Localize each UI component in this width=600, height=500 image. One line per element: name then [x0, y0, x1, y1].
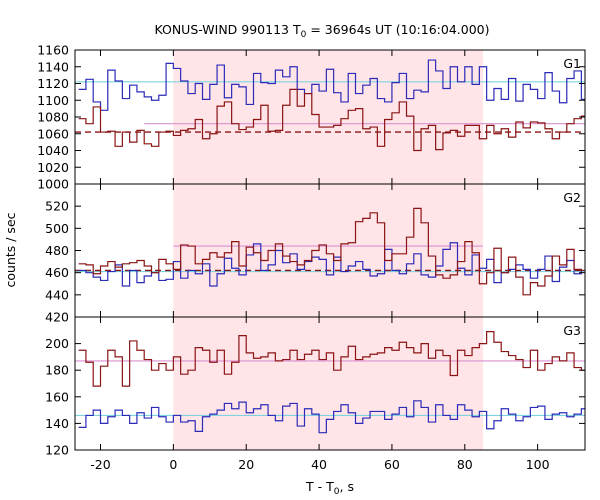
- panel-label: G2: [563, 190, 581, 205]
- y-tick-label: 1060: [37, 126, 69, 141]
- panel-label: G1: [563, 56, 581, 71]
- x-axis-label-rest: , s: [340, 479, 354, 494]
- y-tick-label: 1020: [37, 160, 69, 175]
- y-tick-label: 460: [45, 265, 69, 280]
- x-tick-label: -20: [90, 457, 110, 472]
- y-tick-label: 1100: [37, 93, 69, 108]
- chart-title: KONUS-WIND 990113 T0 = 36964s UT (10:16:…: [154, 22, 489, 40]
- x-tick-label: 80: [457, 457, 473, 472]
- highlight-interval: [173, 50, 483, 450]
- x-tick-label: 60: [384, 457, 400, 472]
- x-axis-label-main: T - T: [305, 479, 334, 494]
- y-tick-label: 1160: [37, 43, 69, 58]
- y-tick-label: 1000: [37, 177, 69, 192]
- x-axis-label-subscript: 0: [334, 487, 340, 497]
- y-tick-label: 1040: [37, 143, 69, 158]
- y-tick-label: 160: [45, 389, 69, 404]
- series-a-g3: [78, 400, 585, 434]
- y-tick-label: 180: [45, 363, 69, 378]
- panel-g2: [75, 207, 585, 296]
- series-a-g2: [78, 242, 585, 287]
- y-tick-label: 420: [45, 310, 69, 325]
- x-axis-label: T - T0, s: [305, 479, 354, 497]
- series-b-g2: [78, 207, 585, 296]
- y-tick-label: 1140: [37, 59, 69, 74]
- series-b-g3: [78, 331, 585, 387]
- panel-label: G3: [563, 323, 581, 338]
- y-axis-label: counts / sec: [3, 212, 18, 287]
- y-tick-label: 200: [45, 336, 69, 351]
- x-tick-label: 0: [169, 457, 177, 472]
- y-tick-label: 440: [45, 287, 69, 302]
- y-tick-label: 1080: [37, 110, 69, 125]
- plot-area: 100010201040106010801100112011401160G142…: [37, 43, 586, 472]
- y-tick-label: 520: [45, 199, 69, 214]
- series-b-g1: [78, 88, 585, 152]
- y-tick-label: 140: [45, 416, 69, 431]
- chart-title-subscript: 0: [301, 30, 307, 40]
- x-tick-label: 20: [238, 457, 254, 472]
- y-tick-label: 120: [45, 443, 69, 458]
- x-tick-label: 100: [526, 457, 550, 472]
- x-tick-label: 40: [311, 457, 327, 472]
- panel-g1: [75, 59, 585, 152]
- panel-frame: [74, 316, 586, 451]
- y-tick-label: 500: [45, 221, 69, 236]
- series-a-g1: [78, 59, 585, 111]
- y-tick-label: 1120: [37, 76, 69, 91]
- y-tick-label: 480: [45, 243, 69, 258]
- panel-g3: [75, 331, 585, 434]
- chart-title-main: KONUS-WIND 990113 T: [154, 22, 300, 37]
- chart-title-rest: = 36964s UT (10:16:04.000): [306, 22, 489, 37]
